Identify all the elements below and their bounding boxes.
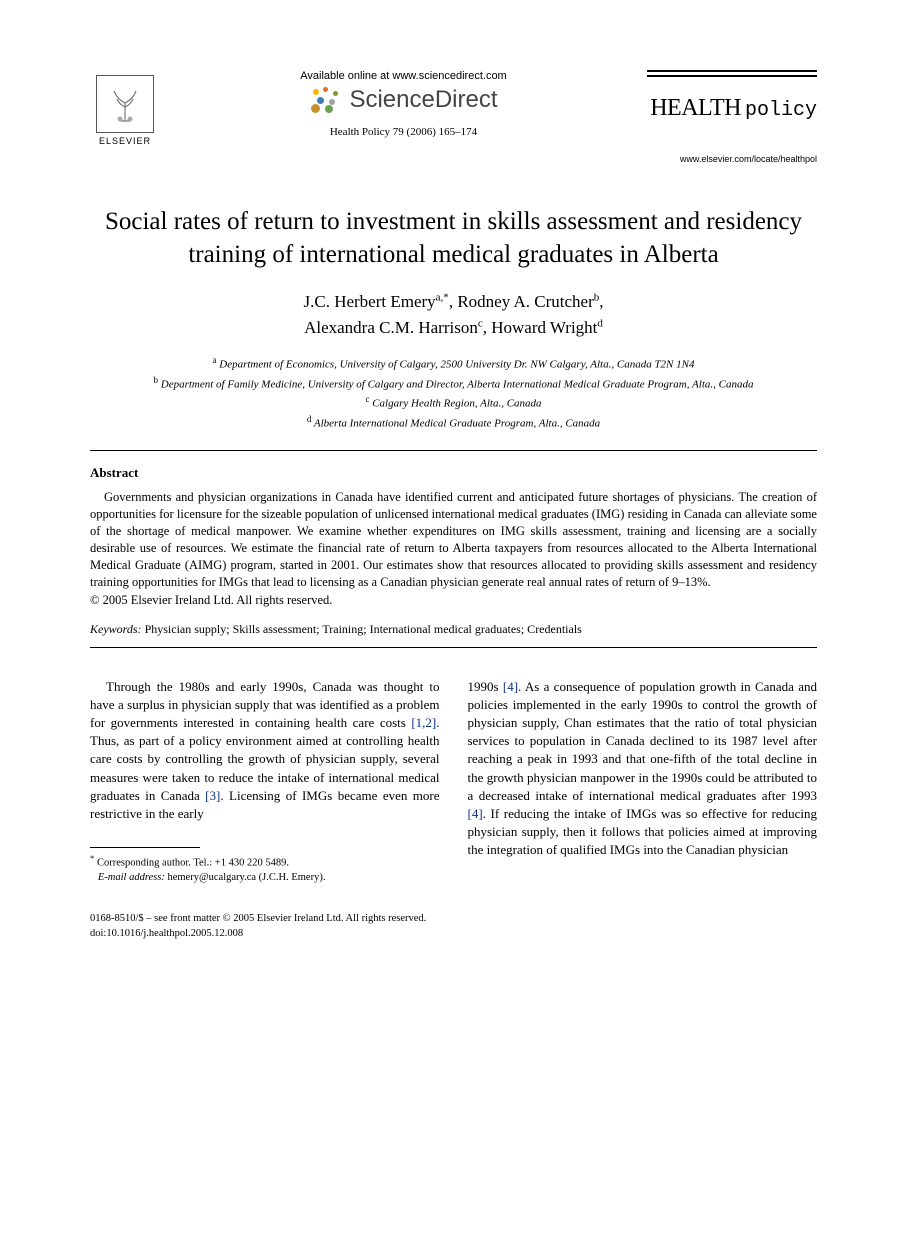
publisher-logo: ELSEVIER xyxy=(90,70,160,150)
abstract-body: Governments and physician organizations … xyxy=(90,489,817,590)
citation-link[interactable]: [4] xyxy=(468,806,483,821)
affiliation-list: a Department of Economics, University of… xyxy=(90,354,817,432)
column-right: 1990s [4]. As a consequence of populatio… xyxy=(468,678,818,886)
body-columns: Through the 1980s and early 1990s, Canad… xyxy=(90,678,817,886)
email-address: hemery@ucalgary.ca (J.C.H. Emery). xyxy=(167,872,325,883)
affiliation: a Department of Economics, University of… xyxy=(90,354,817,374)
copyright-line: © 2005 Elsevier Ireland Ltd. All rights … xyxy=(90,593,817,608)
article-page: ELSEVIER Available online at www.science… xyxy=(0,0,907,981)
page-footer: 0168-8510/$ – see front matter © 2005 El… xyxy=(90,912,817,941)
publisher-name: ELSEVIER xyxy=(99,136,151,146)
affil-text: Calgary Health Region, Alta., Canada xyxy=(372,398,541,410)
column-left: Through the 1980s and early 1990s, Canad… xyxy=(90,678,440,886)
journal-logo: HEALTH policy xyxy=(647,95,817,122)
body-text: 1990s xyxy=(468,679,503,694)
body-paragraph: Through the 1980s and early 1990s, Canad… xyxy=(90,678,440,824)
body-text: . If reducing the intake of IMGs was so … xyxy=(468,806,818,857)
citation-link[interactable]: [4] xyxy=(503,679,518,694)
author-marks: a,* xyxy=(436,291,449,303)
divider xyxy=(90,647,817,648)
author-name: J.C. Herbert Emery xyxy=(303,292,435,311)
journal-url: www.elsevier.com/locate/healthpol xyxy=(647,154,817,164)
affiliation: c Calgary Health Region, Alta., Canada xyxy=(90,393,817,413)
brand-rule-top-2 xyxy=(647,75,817,77)
affil-mark: a xyxy=(213,355,217,365)
body-paragraph: 1990s [4]. As a consequence of populatio… xyxy=(468,678,818,860)
brand-rule-top xyxy=(647,70,817,72)
author-list: J.C. Herbert Emerya,*, Rodney A. Crutche… xyxy=(90,289,817,340)
author-marks: d xyxy=(597,317,603,329)
sciencedirect-text: ScienceDirect xyxy=(349,86,497,114)
journal-name-policy: policy xyxy=(745,99,817,122)
citation-link[interactable]: [1,2] xyxy=(411,715,436,730)
header-row: ELSEVIER Available online at www.science… xyxy=(90,70,817,164)
journal-reference: Health Policy 79 (2006) 165–174 xyxy=(180,126,627,138)
divider xyxy=(90,450,817,451)
article-title: Social rates of return to investment in … xyxy=(90,206,817,271)
author-name: Alexandra C.M. Harrison xyxy=(304,318,478,337)
author-marks: b xyxy=(594,291,600,303)
center-header: Available online at www.sciencedirect.co… xyxy=(160,70,647,138)
sciencedirect-dots-icon xyxy=(309,87,343,113)
author: Alexandra C.M. Harrisonc xyxy=(304,318,483,337)
issn-line: 0168-8510/$ – see front matter © 2005 El… xyxy=(90,912,817,927)
footnote-mark: * xyxy=(90,853,94,863)
keywords-block: Keywords: Physician supply; Skills asses… xyxy=(90,622,817,637)
doi-line: doi:10.1016/j.healthpol.2005.12.008 xyxy=(90,927,817,942)
elsevier-tree-icon xyxy=(96,75,154,133)
keywords-text: Physician supply; Skills assessment; Tra… xyxy=(145,622,582,636)
author: Rodney A. Crutcherb xyxy=(457,292,599,311)
journal-branding: HEALTH policy www.elsevier.com/locate/he… xyxy=(647,70,817,164)
body-text: . As a consequence of population growth … xyxy=(468,679,818,803)
keywords-label: Keywords: xyxy=(90,622,142,636)
affil-mark: c xyxy=(365,394,369,404)
author-name: Howard Wright xyxy=(491,318,597,337)
affil-text: Alberta International Medical Graduate P… xyxy=(314,417,600,429)
author: Howard Wrightd xyxy=(491,318,603,337)
abstract-heading: Abstract xyxy=(90,465,817,481)
author: J.C. Herbert Emerya,* xyxy=(303,292,448,311)
affil-mark: b xyxy=(154,375,159,385)
sciencedirect-logo: ScienceDirect xyxy=(180,86,627,114)
author-name: Rodney A. Crutcher xyxy=(457,292,593,311)
affiliation: d Alberta International Medical Graduate… xyxy=(90,413,817,433)
affil-text: Department of Family Medicine, Universit… xyxy=(161,378,754,390)
footnote-text: Corresponding author. Tel.: +1 430 220 5… xyxy=(97,858,289,869)
journal-name-health: HEALTH xyxy=(650,95,741,122)
affiliation: b Department of Family Medicine, Univers… xyxy=(90,374,817,394)
available-online-text: Available online at www.sciencedirect.co… xyxy=(180,70,627,82)
affil-mark: d xyxy=(307,414,312,424)
footnote-rule xyxy=(90,847,200,848)
email-label: E-mail address: xyxy=(98,872,165,883)
body-text: Through the 1980s and early 1990s, Canad… xyxy=(90,679,440,730)
citation-link[interactable]: [3] xyxy=(205,788,220,803)
affil-text: Department of Economics, University of C… xyxy=(219,359,694,371)
author-marks: c xyxy=(478,317,483,329)
corresponding-footnote: * Corresponding author. Tel.: +1 430 220… xyxy=(90,852,440,886)
